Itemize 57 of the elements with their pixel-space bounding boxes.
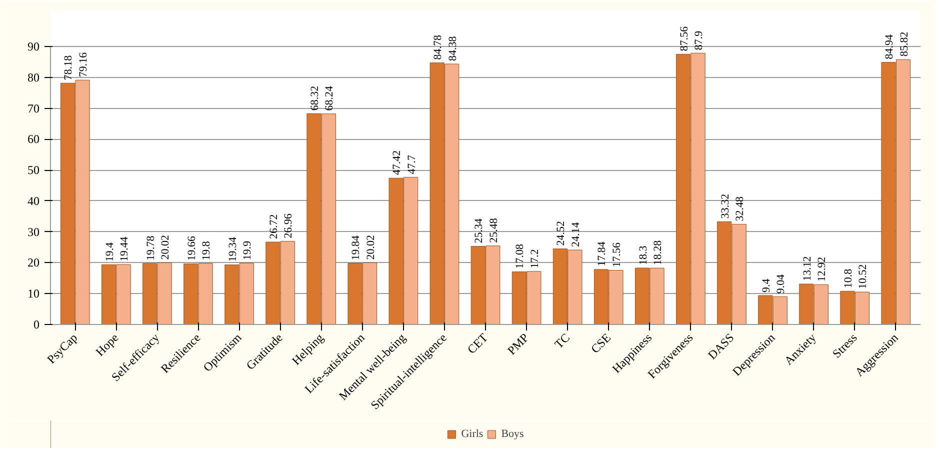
- data-label: 9.04: [775, 274, 788, 294]
- y-tick-label: 40: [28, 194, 40, 208]
- data-label: 24.14: [570, 222, 582, 247]
- x-tick-label: CET: [464, 330, 491, 356]
- data-label: 33.32: [719, 194, 732, 219]
- data-label: 18.3: [637, 245, 650, 265]
- data-label: 25.48: [488, 218, 500, 243]
- data-label: 19.4: [104, 242, 116, 262]
- data-label: 79.16: [78, 52, 90, 78]
- y-tick-label: 80: [28, 70, 40, 84]
- data-label: 68.32: [308, 86, 321, 111]
- data-label: 20.02: [364, 234, 377, 260]
- data-label: 18.28: [652, 240, 664, 266]
- data-label: 10.52: [857, 264, 870, 290]
- x-tick-label: TC: [552, 330, 573, 352]
- y-tick-label: 70: [28, 101, 40, 116]
- y-tick-label: 0: [34, 318, 40, 332]
- data-label: 24.52: [555, 221, 568, 246]
- data-label: 47.7: [406, 154, 418, 174]
- data-label: 32.48: [734, 196, 746, 222]
- data-label: 19.66: [186, 236, 198, 261]
- data-label: 19.78: [144, 235, 157, 260]
- data-label: 25.34: [473, 218, 486, 244]
- data-label: 78.18: [62, 54, 75, 80]
- y-tick-label: 90: [28, 40, 40, 54]
- y-tick-label: 50: [28, 163, 40, 178]
- y-tick-label: 20: [28, 256, 40, 270]
- data-label: 87.9: [693, 30, 706, 50]
- legend-label: Boys: [501, 428, 524, 440]
- data-label: 17.2: [528, 249, 541, 268]
- data-label: 19.34: [226, 236, 239, 262]
- data-label: 17.84: [596, 241, 608, 266]
- data-label: 26.72: [268, 214, 280, 239]
- data-label: 68.24: [324, 86, 336, 111]
- data-label: 19.44: [118, 236, 131, 262]
- data-label: 12.92: [816, 256, 828, 282]
- data-label: 84.38: [446, 36, 459, 61]
- data-label: 20.02: [160, 234, 172, 260]
- data-label: 9.4: [760, 278, 772, 292]
- data-label: 10.8: [842, 268, 854, 288]
- y-tick-label: 30: [28, 224, 40, 239]
- data-label: 84.78: [432, 34, 444, 60]
- data-label: 85.82: [898, 32, 910, 57]
- data-label: 13.12: [801, 256, 814, 281]
- y-tick-label: 60: [28, 132, 40, 146]
- data-label: 84.94: [883, 34, 896, 60]
- y-tick-label: 10: [28, 286, 40, 301]
- data-label: 26.96: [282, 213, 295, 238]
- data-label: 19.8: [200, 240, 213, 260]
- data-label: 87.56: [678, 26, 690, 52]
- data-label: 19.9: [242, 240, 254, 260]
- data-label: 17.08: [514, 244, 526, 269]
- legend-label: Girls: [461, 428, 484, 440]
- data-label: 19.84: [350, 234, 362, 260]
- data-label: 47.42: [391, 150, 404, 176]
- x-tick-label: CSE: [588, 330, 614, 356]
- data-label: 17.56: [611, 242, 623, 268]
